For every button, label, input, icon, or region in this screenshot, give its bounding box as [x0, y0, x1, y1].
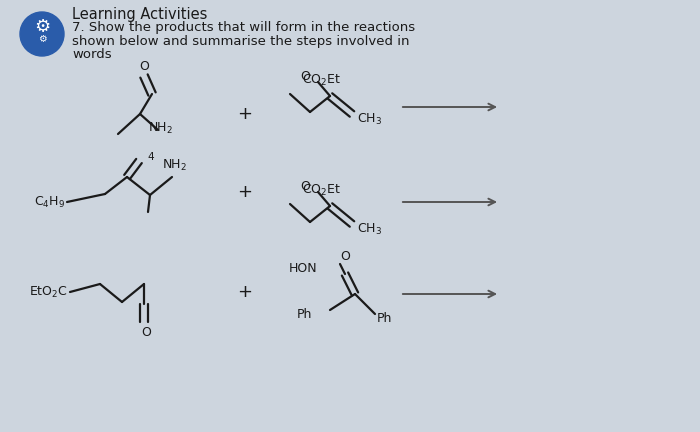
Text: HON: HON	[288, 261, 317, 274]
Text: O: O	[141, 325, 151, 339]
Text: +: +	[237, 183, 253, 201]
Text: Ph: Ph	[297, 308, 312, 321]
Text: CO$_2$Et: CO$_2$Et	[302, 182, 341, 197]
Text: +: +	[237, 105, 253, 123]
Text: O: O	[300, 181, 310, 194]
Text: Ph: Ph	[377, 311, 393, 324]
Text: NH$_2$: NH$_2$	[148, 121, 173, 136]
Text: 4: 4	[147, 152, 153, 162]
Text: CH$_3$: CH$_3$	[357, 222, 382, 237]
Circle shape	[20, 12, 64, 56]
Text: O: O	[300, 70, 310, 83]
Text: +: +	[237, 283, 253, 301]
Text: CO$_2$Et: CO$_2$Et	[302, 73, 341, 88]
Text: shown below and summarise the steps involved in: shown below and summarise the steps invo…	[72, 35, 410, 48]
Text: 7. Show the products that will form in the reactions: 7. Show the products that will form in t…	[72, 22, 415, 35]
Text: O: O	[340, 250, 350, 263]
Text: ⚙: ⚙	[38, 34, 46, 44]
Text: EtO$_2$C: EtO$_2$C	[29, 284, 68, 299]
Text: Learning Activities: Learning Activities	[72, 6, 207, 22]
Text: NH$_2$: NH$_2$	[162, 157, 186, 172]
Text: CH$_3$: CH$_3$	[357, 111, 382, 127]
Text: O: O	[139, 60, 149, 73]
Text: ⚙: ⚙	[34, 18, 50, 36]
Text: C$_4$H$_9$: C$_4$H$_9$	[34, 194, 65, 210]
Text: words: words	[72, 48, 111, 60]
